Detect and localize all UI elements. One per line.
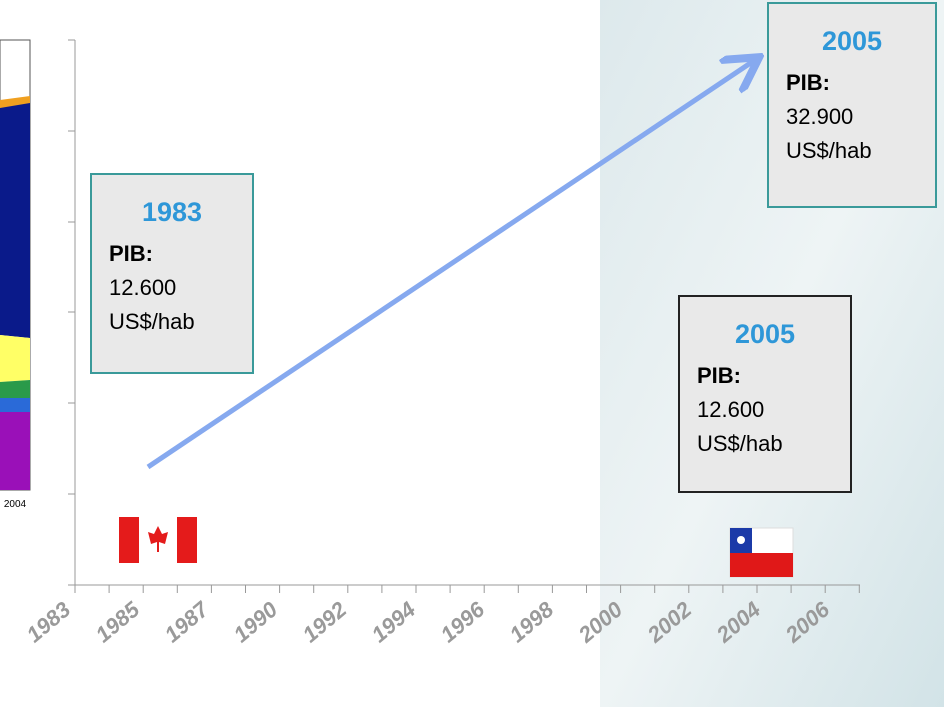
box-value: 32.900 — [786, 104, 854, 129]
box-value: 12.600 — [109, 275, 177, 300]
box-unit: US$/hab — [697, 431, 783, 456]
box-year: 2005 — [821, 26, 883, 56]
box-label: PIB: — [697, 363, 741, 388]
growth-arrow — [146, 60, 755, 470]
box-value: 12.600 — [697, 397, 765, 422]
x-axis-label: 1996 — [436, 596, 490, 647]
box-label: PIB: — [109, 241, 153, 266]
x-axis-label: 1987 — [160, 596, 215, 648]
x-axis-label: 1992 — [298, 596, 352, 647]
x-axis-label: 1998 — [505, 596, 559, 647]
box-unit: US$/hab — [786, 138, 872, 163]
info-box: 2005 PIB: 12.600 US$/hab — [678, 295, 852, 493]
x-axis-label: 1985 — [91, 596, 145, 647]
cropped-chart: 2004 — [0, 39, 31, 510]
box-label: PIB: — [786, 70, 830, 95]
info-box: 1983 PIB: 12.600 US$/hab — [90, 173, 254, 374]
box-unit: US$/hab — [109, 309, 195, 334]
axis — [68, 39, 860, 593]
canada-flag — [119, 517, 197, 563]
chile-flag — [729, 527, 794, 578]
x-axis-label: 1994 — [367, 597, 421, 648]
x-axis-label: 1983 — [22, 597, 76, 648]
x-axis-label: 1990 — [229, 596, 283, 647]
box-year: 1983 — [141, 197, 203, 227]
box-year: 2005 — [734, 319, 796, 349]
info-box: 2005 PIB: 32.900 US$/hab — [767, 2, 937, 208]
chart-x-label: 2004 — [4, 499, 27, 510]
